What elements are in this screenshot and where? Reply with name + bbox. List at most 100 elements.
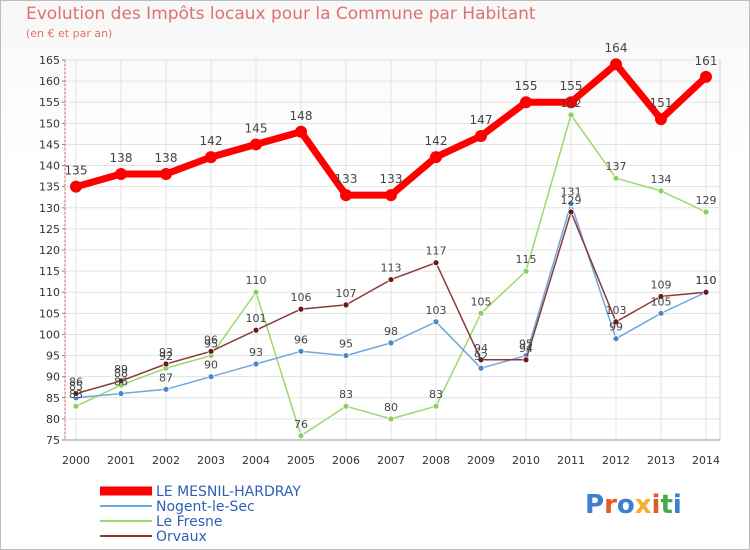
data-label: 88 <box>114 367 128 380</box>
data-label: 106 <box>291 291 312 304</box>
data-label: 155 <box>515 79 538 93</box>
data-point <box>342 301 350 309</box>
data-point <box>295 125 307 138</box>
data-point <box>297 305 305 313</box>
data-point <box>477 356 485 364</box>
x-tick-label: 2003 <box>197 454 225 467</box>
data-label: 115 <box>516 253 537 266</box>
x-tick-label: 2008 <box>422 454 450 467</box>
data-point <box>205 151 217 164</box>
data-label: 95 <box>204 338 218 351</box>
data-label: 145 <box>245 121 268 135</box>
data-point <box>385 189 397 202</box>
y-tick-label: 135 <box>39 181 60 194</box>
y-tick-label: 150 <box>39 117 60 130</box>
data-label: 93 <box>249 346 263 359</box>
data-label: 137 <box>606 160 627 173</box>
x-tick-label: 2012 <box>602 454 630 467</box>
y-tick-label: 80 <box>46 413 60 426</box>
data-point <box>567 208 575 216</box>
y-tick-label: 90 <box>46 371 60 384</box>
data-label: 103 <box>606 304 627 317</box>
data-point <box>72 390 80 397</box>
data-point <box>432 259 440 267</box>
y-tick-label: 115 <box>39 265 60 278</box>
data-point <box>297 432 305 440</box>
data-label: 117 <box>426 245 447 258</box>
data-point <box>340 189 352 202</box>
data-label: 133 <box>335 172 358 186</box>
data-label: 83 <box>429 388 443 401</box>
data-label: 83 <box>69 388 83 401</box>
data-point <box>477 364 485 372</box>
data-label: 110 <box>246 274 267 287</box>
data-point <box>342 352 350 359</box>
x-tick-label: 2009 <box>467 454 495 467</box>
legend-label: Le Fresne <box>156 514 223 530</box>
data-label: 142 <box>425 134 448 148</box>
x-tick-label: 2001 <box>107 454 135 467</box>
y-tick-label: 155 <box>39 96 60 109</box>
data-point <box>567 200 575 207</box>
y-tick-label: 145 <box>39 138 60 151</box>
y-tick-label: 105 <box>39 307 60 320</box>
data-label: 110 <box>696 274 717 287</box>
data-point <box>387 276 395 283</box>
data-label: 92 <box>474 350 488 363</box>
data-point <box>252 360 260 368</box>
chart-subtitle: (en € et par an) <box>26 27 113 40</box>
logo-letter: P <box>585 490 605 520</box>
data-point <box>612 335 620 343</box>
x-tick-label: 2010 <box>512 454 540 467</box>
y-tick-label: 125 <box>39 223 60 236</box>
data-label: 142 <box>200 134 223 148</box>
data-point <box>387 339 395 347</box>
data-point <box>250 138 262 151</box>
data-label: 92 <box>159 350 173 363</box>
y-tick-label: 75 <box>46 434 60 447</box>
data-point <box>655 113 667 126</box>
x-tick-label: 2002 <box>152 454 180 467</box>
data-label: 107 <box>336 287 357 300</box>
y-tick-label: 110 <box>39 286 60 299</box>
data-point <box>567 111 575 119</box>
data-label: 87 <box>159 371 173 384</box>
data-point <box>657 293 665 300</box>
data-point <box>657 309 665 317</box>
data-label: 164 <box>605 41 628 55</box>
data-label: 113 <box>381 262 402 275</box>
data-point <box>387 415 395 423</box>
x-tick-label: 2004 <box>242 454 270 467</box>
data-point <box>430 151 442 164</box>
data-label: 133 <box>380 172 403 186</box>
data-label: 94 <box>519 342 533 355</box>
legend-label: LE MESNIL-HARDRAY <box>156 484 301 500</box>
data-label: 95 <box>339 338 353 351</box>
data-point <box>477 309 485 317</box>
x-tick-label: 2006 <box>332 454 360 467</box>
y-tick-label: 140 <box>39 160 60 173</box>
data-point <box>610 58 622 71</box>
data-point <box>522 267 530 275</box>
data-point <box>207 347 215 355</box>
data-label: 138 <box>155 151 178 165</box>
data-point <box>115 168 127 180</box>
data-label: 85 <box>69 380 83 393</box>
y-tick-label: 165 <box>39 54 60 67</box>
x-tick-label: 2000 <box>62 454 90 467</box>
data-label: 151 <box>650 96 673 110</box>
logo-letter: i <box>651 490 661 520</box>
y-tick-label: 100 <box>39 328 60 341</box>
data-label: 95 <box>519 338 533 351</box>
data-point <box>565 96 577 109</box>
data-label: 147 <box>470 113 493 127</box>
x-tick-label: 2013 <box>647 454 675 467</box>
data-point <box>612 174 620 182</box>
data-label: 105 <box>471 295 492 308</box>
data-label: 99 <box>609 321 623 334</box>
data-label: 93 <box>159 346 173 359</box>
data-point <box>70 180 82 193</box>
y-tick-label: 95 <box>46 350 60 363</box>
data-point <box>432 318 440 326</box>
